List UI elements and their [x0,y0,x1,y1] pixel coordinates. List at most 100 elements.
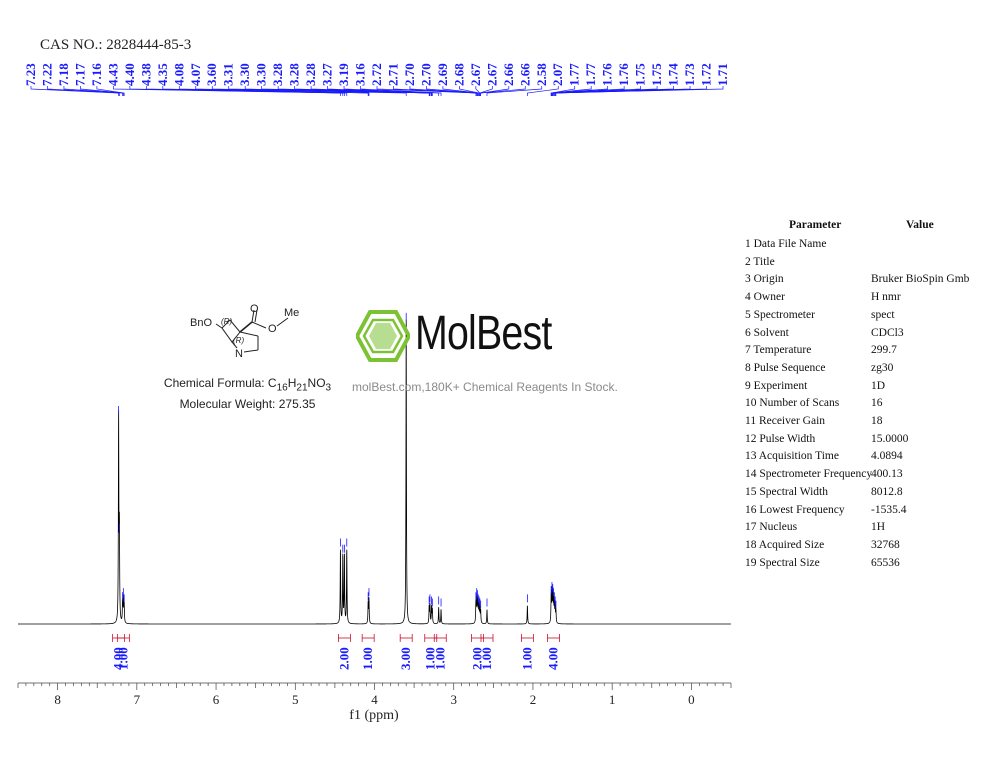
peak-label: 4.35 [155,63,170,86]
peak-label: 3.28 [270,63,285,86]
peak-label: 3.28 [303,63,318,86]
parameter-name: 6 Solvent [745,326,789,339]
peak-label-connector [63,86,123,96]
peak-label-connector [486,86,543,96]
peak-label: 7.16 [89,63,104,86]
integral-value: 4.00 [111,647,126,670]
parameter-value: spect [871,308,895,321]
molecular-weight: Molecular Weight: 275.35 [179,397,316,412]
integral-value: 1.00 [115,647,130,670]
parameter-value: zg30 [871,361,894,374]
parameter-value: H nmr [871,291,901,304]
molbest-logo-icon [356,310,410,362]
peak-label-connector [527,86,559,96]
ester-oxygen: O [268,323,277,335]
benzyloxy-label: BnO [190,317,212,329]
peak-label: 4.40 [122,63,137,86]
methyl-label: Me [284,307,299,319]
peak-label-connector [459,86,480,96]
peak-label-connector [327,86,433,96]
chemical-formula: Chemical Formula: C16H21NO3 [163,376,332,394]
peak-label: 1.72 [699,63,714,86]
peak-label: 7.17 [72,63,87,86]
peak-label: 3.19 [336,63,351,86]
peak-label-connector [479,86,493,96]
stereo-label-r2: (R) [233,336,244,345]
parameter-value: 1D [871,379,886,392]
parameter-row: 12 Pulse Width 15.0000 [741,433,991,450]
parameter-row: 16 Lowest Frequency -1535.4 [741,504,991,521]
peak-label: 2.58 [534,63,549,86]
parameter-row: 2 Title [741,256,991,273]
integral-value: 1.00 [432,647,447,670]
parameter-name: 3 Origin [745,273,784,286]
peak-label-connector [195,86,370,96]
peak-label-connector [555,86,724,96]
carbonyl-oxygen: O [250,303,259,315]
x-tick-label: 5 [292,692,299,707]
x-tick-label: 7 [134,692,141,707]
peak-label: 1.77 [583,63,598,86]
peak-label: 2.67 [484,63,499,86]
parameter-row: 6 Solvent CDCl3 [741,327,991,344]
x-tick-label: 1 [609,692,616,707]
parameter-row: 9 Experiment 1D [741,380,991,397]
peak-label: 7.22 [39,63,54,86]
x-tick-label: 3 [450,692,457,707]
parameter-name: 16 Lowest Frequency [745,503,845,516]
peak-label: 2.71 [385,63,400,86]
peak-label-connector [550,86,592,96]
peak-label: 4.38 [138,63,153,86]
parameter-value: 4.0894 [871,450,903,463]
parameter-value: 400.13 [871,468,903,481]
parameter-name: 19 Spectral Size [745,556,820,569]
parameter-row: 5 Spectrometer spect [741,309,991,326]
peak-label-connector [551,86,625,96]
peak-label: 2.68 [451,63,466,86]
integral-value: 2.00 [469,647,484,670]
parameter-name: 11 Receiver Gain [745,415,826,427]
x-tick-label: 2 [530,692,537,707]
peak-label: 3.28 [287,63,302,86]
peak-label: 7.23 [23,63,38,86]
parameter-value: 32768 [871,538,900,551]
peak-label: 1.71 [715,63,730,86]
x-axis: 8 7 6 5 4 3 2 1 0 [17,682,732,707]
peak-label: 3.31 [221,63,236,86]
peak-label-connector [442,86,479,96]
x-axis-label: f1 (ppm) [349,708,399,723]
parameter-row: 10 Number of Scans 16 [741,397,991,414]
parameter-name: 5 Spectrometer [745,308,815,321]
parameter-row: 11 Receiver Gain 18 [741,415,991,432]
peak-label: 2.66 [517,63,532,86]
molecule-info: Chemical Formula: C16H21NO3 Molecular We… [150,375,345,412]
peak-label-connector [343,86,440,96]
parameter-header: Parameter [789,219,842,231]
parameter-value: 8012.8 [871,485,903,498]
peak-label-connector [47,86,120,96]
stereo-label-r1: (R) [221,317,232,326]
peak-label: 4.07 [188,63,203,86]
parameter-name: 17 Nucleus [745,521,798,534]
parameter-row: 13 Acquisition Time 4.0894 [741,450,991,467]
parameter-row: 4 Owner H nmr [741,291,991,308]
peak-label-group: 7.23 7.22 7.18 7.17 7.16 4.43 4.40 4.38 4.35 4.08… [23,63,730,96]
parameter-name: 10 Number of Scans [745,397,840,410]
x-tick-label: 4 [371,692,378,707]
peak-label-connector [376,86,477,96]
peak-label-connector [480,86,526,96]
integral-value: 1.00 [423,647,438,670]
peak-label-connector [211,86,407,96]
peak-label: 1.77 [567,63,582,86]
parameter-name: 14 Spectrometer Frequency [745,468,873,481]
peak-label-connector [360,86,442,96]
parameter-name: 7 Temperature [745,344,812,357]
parameter-row: 15 Spectral Width 8012.8 [741,486,991,503]
peak-label: 2.72 [369,63,384,86]
peak-label: 3.60 [204,63,219,86]
parameter-name: 13 Acquisition Time [745,450,839,463]
parameter-name: 4 Owner [745,291,785,304]
cas-number-label: CAS NO.: 2828444-85-3 [40,37,192,53]
parameter-value: CDCl3 [871,326,904,339]
peak-label: 2.70 [418,63,433,86]
